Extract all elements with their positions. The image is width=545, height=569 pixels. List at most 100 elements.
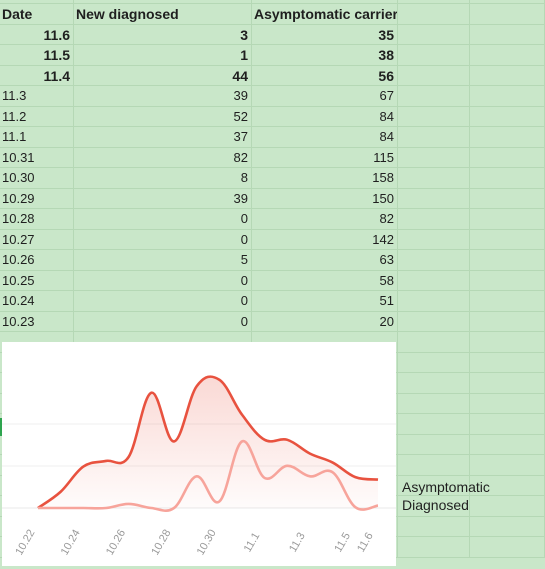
- new-diagnosed-cell[interactable]: 37: [74, 127, 252, 148]
- asymptomatic-cell[interactable]: 58: [252, 270, 398, 291]
- date-cell[interactable]: 10.23: [0, 311, 74, 332]
- grid-cell[interactable]: [470, 127, 545, 148]
- date-cell[interactable]: 11.4: [0, 65, 74, 86]
- date-cell[interactable]: 10.29: [0, 188, 74, 209]
- grid-cell[interactable]: [470, 24, 545, 45]
- grid-cell[interactable]: [470, 106, 545, 127]
- grid-cell[interactable]: [398, 45, 470, 66]
- new-diagnosed-cell[interactable]: 82: [74, 147, 252, 168]
- asymptomatic-cell[interactable]: 84: [252, 127, 398, 148]
- grid-cell[interactable]: [470, 311, 545, 332]
- new-diagnosed-cell[interactable]: 0: [74, 311, 252, 332]
- grid-cell[interactable]: [398, 311, 470, 332]
- grid-cell[interactable]: [398, 86, 470, 107]
- asymptomatic-cell[interactable]: 84: [252, 106, 398, 127]
- grid-cell[interactable]: [0, 0, 74, 4]
- grid-cell[interactable]: [470, 45, 545, 66]
- grid-cell[interactable]: [470, 455, 545, 476]
- grid-cell[interactable]: [398, 537, 470, 558]
- grid-cell[interactable]: [398, 270, 470, 291]
- grid-cell[interactable]: [470, 229, 545, 250]
- grid-cell[interactable]: [470, 393, 545, 414]
- date-cell[interactable]: 11.1: [0, 127, 74, 148]
- grid-cell[interactable]: [398, 24, 470, 45]
- asymptomatic-cell[interactable]: 38: [252, 45, 398, 66]
- grid-cell[interactable]: [470, 168, 545, 189]
- new-diagnosed-cell[interactable]: 44: [74, 65, 252, 86]
- grid-cell[interactable]: [470, 352, 545, 373]
- grid-cell[interactable]: [470, 65, 545, 86]
- asymptomatic-cell[interactable]: 63: [252, 250, 398, 271]
- new-diagnosed-cell[interactable]: 39: [74, 188, 252, 209]
- date-header[interactable]: Date: [0, 4, 74, 25]
- grid-cell[interactable]: [470, 188, 545, 209]
- grid-cell[interactable]: [398, 65, 470, 86]
- date-cell[interactable]: 10.27: [0, 229, 74, 250]
- grid-cell[interactable]: [398, 168, 470, 189]
- grid-cell[interactable]: [470, 414, 545, 435]
- grid-cell[interactable]: [398, 373, 470, 394]
- grid-cell[interactable]: [470, 270, 545, 291]
- asymptomatic-cell[interactable]: 115: [252, 147, 398, 168]
- grid-cell[interactable]: [470, 373, 545, 394]
- asymptomatic-cell[interactable]: 56: [252, 65, 398, 86]
- grid-cell[interactable]: [398, 209, 470, 230]
- grid-cell[interactable]: [398, 291, 470, 312]
- grid-cell[interactable]: [398, 352, 470, 373]
- asymptomatic-cell[interactable]: 150: [252, 188, 398, 209]
- new-diagnosed-cell[interactable]: 0: [74, 209, 252, 230]
- new-diagnosed-cell[interactable]: 52: [74, 106, 252, 127]
- new-diagnosed-cell[interactable]: 5: [74, 250, 252, 271]
- new-diagnosed-cell[interactable]: 1: [74, 45, 252, 66]
- new-diagnosed-header[interactable]: New diagnosed: [74, 4, 252, 25]
- grid-cell[interactable]: [470, 250, 545, 271]
- grid-cell[interactable]: [398, 0, 470, 4]
- grid-cell[interactable]: [470, 209, 545, 230]
- diagnosed-series-line[interactable]: [38, 440, 379, 512]
- grid-cell[interactable]: [398, 127, 470, 148]
- date-cell[interactable]: 10.24: [0, 291, 74, 312]
- grid-cell[interactable]: [470, 4, 545, 25]
- grid-cell[interactable]: [470, 537, 545, 558]
- date-cell[interactable]: 10.31: [0, 147, 74, 168]
- grid-cell[interactable]: [470, 147, 545, 168]
- new-diagnosed-cell[interactable]: 0: [74, 291, 252, 312]
- grid-cell[interactable]: [252, 0, 398, 4]
- grid-cell[interactable]: [74, 0, 252, 4]
- asymptomatic-header[interactable]: Asymptomatic carrier: [252, 4, 398, 25]
- grid-cell[interactable]: [470, 332, 545, 353]
- new-diagnosed-cell[interactable]: 0: [74, 270, 252, 291]
- asymptomatic-series-line[interactable]: [37, 375, 379, 510]
- date-cell[interactable]: 11.3: [0, 86, 74, 107]
- grid-cell[interactable]: [398, 414, 470, 435]
- grid-cell[interactable]: [398, 496, 470, 517]
- asymptomatic-cell[interactable]: 67: [252, 86, 398, 107]
- grid-cell[interactable]: [470, 291, 545, 312]
- date-cell[interactable]: 10.25: [0, 270, 74, 291]
- grid-cell[interactable]: [398, 393, 470, 414]
- grid-cell[interactable]: [470, 434, 545, 455]
- grid-cell[interactable]: [398, 4, 470, 25]
- asymptomatic-cell[interactable]: 82: [252, 209, 398, 230]
- date-cell[interactable]: 11.2: [0, 106, 74, 127]
- grid-cell[interactable]: [398, 455, 470, 476]
- grid-cell[interactable]: [398, 147, 470, 168]
- grid-cell[interactable]: [398, 250, 470, 271]
- grid-cell[interactable]: [398, 332, 470, 353]
- asymptomatic-cell[interactable]: 51: [252, 291, 398, 312]
- grid-cell[interactable]: [398, 106, 470, 127]
- date-cell[interactable]: 10.28: [0, 209, 74, 230]
- date-cell[interactable]: 10.30: [0, 168, 74, 189]
- new-diagnosed-cell[interactable]: 39: [74, 86, 252, 107]
- asymptomatic-cell[interactable]: 35: [252, 24, 398, 45]
- grid-cell[interactable]: [398, 475, 470, 496]
- date-cell[interactable]: 11.5: [0, 45, 74, 66]
- grid-cell[interactable]: [398, 229, 470, 250]
- new-diagnosed-cell[interactable]: 3: [74, 24, 252, 45]
- grid-cell[interactable]: [470, 496, 545, 517]
- date-cell[interactable]: 11.6: [0, 24, 74, 45]
- grid-cell[interactable]: [398, 516, 470, 537]
- grid-cell[interactable]: [470, 86, 545, 107]
- grid-cell[interactable]: [398, 188, 470, 209]
- asymptomatic-cell[interactable]: 20: [252, 311, 398, 332]
